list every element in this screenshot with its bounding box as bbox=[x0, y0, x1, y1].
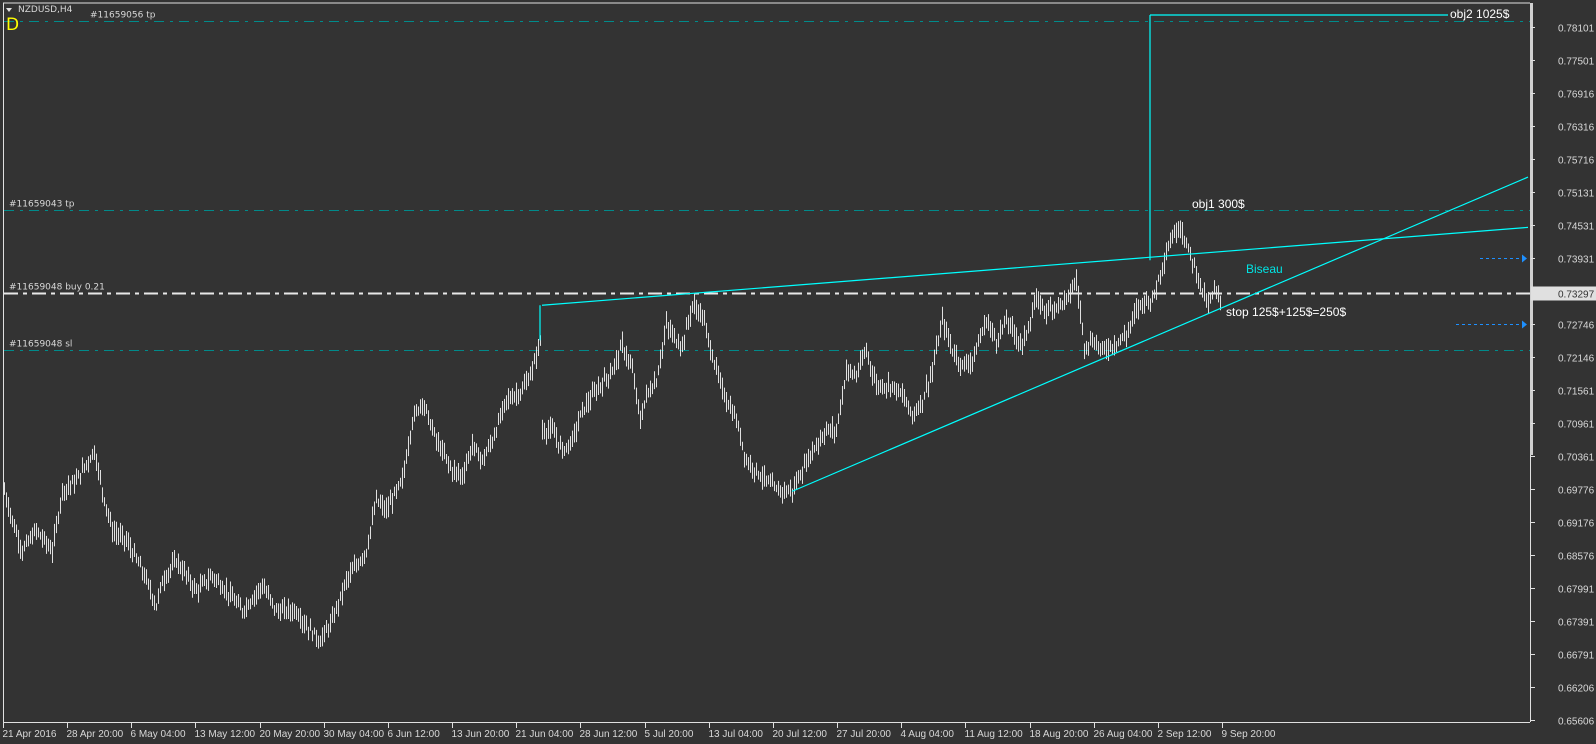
time-tick-label: 11 Aug 12:00 bbox=[965, 729, 1024, 740]
price-tick-label: 0.77501 bbox=[1558, 57, 1595, 68]
order-label: #11659056 tp bbox=[90, 11, 156, 21]
price-tick-label: 0.66791 bbox=[1558, 651, 1595, 662]
collapse-triangle-icon[interactable] bbox=[6, 8, 12, 12]
time-tick-label: 28 Jun 12:00 bbox=[580, 729, 638, 740]
price-tick-label: 0.71561 bbox=[1558, 387, 1595, 398]
order-label: #11659043 tp bbox=[9, 200, 75, 210]
trendlines[interactable] bbox=[539, 14, 1529, 492]
time-tick-label: 13 Jul 04:00 bbox=[709, 729, 764, 740]
time-tick-label: 4 Aug 04:00 bbox=[901, 729, 955, 740]
time-tick-label: 13 May 12:00 bbox=[195, 729, 256, 740]
price-tick-label: 0.68576 bbox=[1558, 552, 1595, 563]
time-tick-label: 6 Jun 12:00 bbox=[388, 729, 441, 740]
price-tick-label: 0.69176 bbox=[1558, 519, 1595, 530]
price-tick-label: 0.67391 bbox=[1558, 618, 1595, 629]
price-tick-label: 0.78101 bbox=[1558, 24, 1595, 35]
price-tick-label: 0.66206 bbox=[1558, 684, 1595, 695]
time-tick-label: 27 Jul 20:00 bbox=[837, 729, 892, 740]
price-tick-label: 0.67991 bbox=[1558, 585, 1595, 596]
price-tick-label: 0.70361 bbox=[1558, 453, 1595, 464]
trendline-wedge-lower[interactable] bbox=[791, 176, 1529, 492]
annotation-biseau[interactable]: Biseau bbox=[1246, 262, 1283, 276]
price-tick-label: 0.75716 bbox=[1558, 156, 1595, 167]
price-tick-label: 0.65606 bbox=[1558, 717, 1595, 728]
arrow-right-icon bbox=[1522, 254, 1527, 263]
price-tick-label: 0.76916 bbox=[1558, 90, 1595, 101]
price-tick-label: 0.72146 bbox=[1558, 354, 1595, 365]
time-tick-label: 2 Sep 12:00 bbox=[1158, 729, 1212, 740]
symbol-label: NZDUSD,H4 bbox=[18, 5, 73, 15]
time-tick-label: 6 May 04:00 bbox=[131, 729, 186, 740]
price-tick-label: 0.69776 bbox=[1558, 486, 1595, 497]
price-tick-label: 0.75131 bbox=[1558, 189, 1595, 200]
price-tick-label: 0.70961 bbox=[1558, 420, 1595, 431]
price-tick-label: 0.73931 bbox=[1558, 255, 1595, 266]
annotation-obj2[interactable]: obj2 1025$ bbox=[1450, 7, 1510, 21]
trendline-wedge-upper[interactable] bbox=[541, 226, 1529, 306]
time-tick-label: 20 May 20:00 bbox=[260, 729, 321, 740]
time-tick-label: 26 Aug 04:00 bbox=[1094, 729, 1153, 740]
time-tick-label: 21 Apr 2016 bbox=[3, 729, 57, 740]
price-axis-scroll-handle[interactable] bbox=[1530, 3, 1533, 455]
time-tick-label: 28 Apr 20:00 bbox=[67, 729, 124, 740]
price-axis[interactable]: 0.78101 0.77501 0.76916 0.76316 0.75716 0.751… bbox=[1531, 24, 1596, 728]
time-tick-label: 21 Jun 04:00 bbox=[516, 729, 574, 740]
time-tick-label: 13 Jun 20:00 bbox=[452, 729, 510, 740]
price-bars bbox=[4, 220, 1221, 649]
current-price-label: 0.73297 bbox=[1558, 290, 1595, 301]
time-tick-label: 18 Aug 20:00 bbox=[1030, 729, 1089, 740]
indicator-letter: D bbox=[6, 15, 19, 35]
price-tick-label: 0.74531 bbox=[1558, 222, 1595, 233]
current-price-box bbox=[1531, 286, 1596, 301]
annotation-stop[interactable]: stop 125$+125$=250$ bbox=[1226, 305, 1346, 319]
order-levels: #11659056 tp #11659043 tp #11659048 buy 0.… bbox=[4, 11, 1530, 351]
time-tick-label: 20 Jul 12:00 bbox=[773, 729, 828, 740]
price-tick-label: 0.72746 bbox=[1558, 321, 1595, 332]
arrow-right-icon bbox=[1522, 320, 1527, 329]
time-tick-label: 9 Sep 20:00 bbox=[1222, 729, 1276, 740]
time-axis[interactable]: 21 Apr 2016 28 Apr 20:00 6 May 04:00 13 May… bbox=[3, 723, 1276, 740]
time-tick-label: 30 May 04:00 bbox=[324, 729, 385, 740]
order-label: #11659048 buy 0.21 bbox=[9, 283, 105, 293]
price-tick-label: 0.76316 bbox=[1558, 123, 1595, 134]
order-label: #11659048 sl bbox=[9, 340, 72, 350]
annotation-obj1[interactable]: obj1 300$ bbox=[1192, 197, 1245, 211]
order-arrows bbox=[1456, 254, 1527, 329]
time-tick-label: 5 Jul 20:00 bbox=[645, 729, 694, 740]
